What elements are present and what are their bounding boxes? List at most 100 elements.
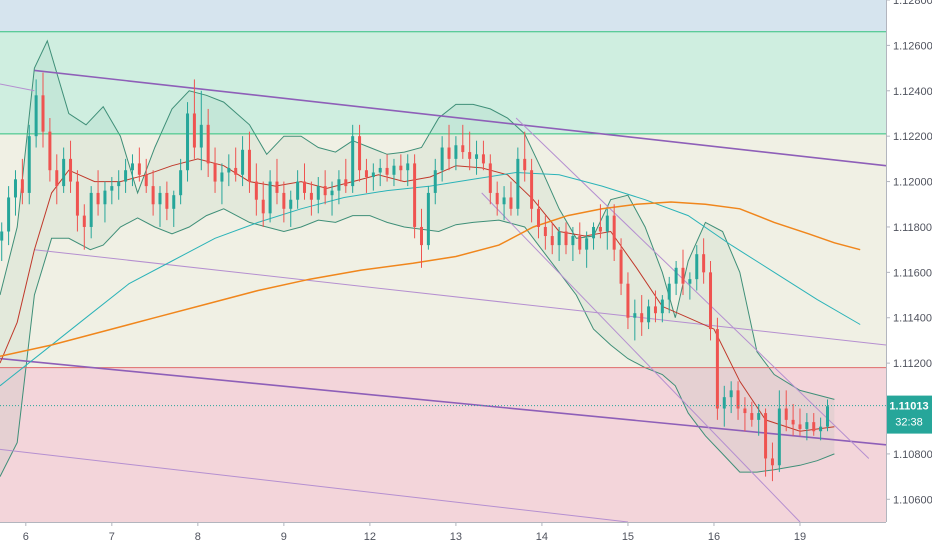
date-tick-label: 15 bbox=[622, 531, 634, 543]
candle bbox=[344, 158, 348, 193]
candle-body bbox=[812, 422, 816, 432]
candle bbox=[406, 154, 410, 187]
candle-body bbox=[440, 147, 444, 171]
candle-body bbox=[667, 283, 671, 300]
candle bbox=[378, 158, 382, 187]
candle-body bbox=[254, 181, 258, 200]
time-axis[interactable]: 6 7 8 9 12 13 14 15 16 19 bbox=[23, 522, 806, 543]
candle-body bbox=[13, 179, 17, 198]
candle-body bbox=[364, 170, 368, 178]
candle-body bbox=[709, 272, 713, 330]
candle-body bbox=[296, 181, 300, 200]
candle bbox=[633, 299, 637, 341]
candle-body bbox=[633, 313, 637, 318]
candle bbox=[653, 290, 657, 323]
candle-body bbox=[488, 163, 492, 193]
candle bbox=[192, 79, 196, 159]
candle-body bbox=[220, 172, 224, 182]
candles-layer bbox=[0, 72, 830, 482]
candle-body bbox=[736, 390, 740, 409]
candle-body bbox=[96, 192, 100, 205]
candle-body bbox=[192, 113, 196, 148]
candle bbox=[110, 177, 114, 205]
candle bbox=[516, 147, 520, 216]
date-tick-label: 8 bbox=[195, 531, 201, 543]
candle bbox=[158, 186, 162, 227]
date-tick-label: 13 bbox=[450, 531, 462, 543]
price-tick-label: 1.11400 bbox=[893, 313, 932, 325]
candle bbox=[509, 181, 513, 216]
candle bbox=[206, 108, 210, 178]
candle-body bbox=[275, 181, 279, 193]
price-badge: 1.11013 32:38 bbox=[887, 395, 932, 434]
candle bbox=[647, 299, 651, 330]
candle bbox=[764, 408, 768, 477]
candle bbox=[729, 381, 733, 414]
candle-body bbox=[378, 167, 382, 173]
date-tick-label: 14 bbox=[536, 531, 548, 543]
moving-average-line-2 bbox=[0, 201, 861, 358]
price-tick-label: 1.10800 bbox=[893, 449, 932, 461]
candle-body bbox=[261, 199, 265, 214]
candle-body bbox=[475, 154, 479, 159]
candle-body bbox=[247, 149, 251, 182]
candle bbox=[695, 245, 699, 291]
candle-body bbox=[819, 426, 823, 432]
candle-body bbox=[502, 197, 506, 205]
candle-body bbox=[626, 283, 630, 318]
candle bbox=[468, 131, 472, 171]
candle bbox=[330, 181, 334, 216]
candle bbox=[358, 124, 362, 182]
candle bbox=[578, 222, 582, 255]
bollinger-upper-line bbox=[0, 39, 835, 400]
candle-body bbox=[158, 192, 162, 205]
candle bbox=[13, 170, 17, 216]
candle-body bbox=[681, 267, 685, 284]
price-badge-value: 1.11013 bbox=[889, 401, 928, 413]
candle-body bbox=[124, 170, 128, 182]
candle-body bbox=[530, 170, 534, 209]
candle bbox=[371, 163, 375, 191]
candle-body bbox=[137, 163, 141, 175]
candle-body bbox=[234, 167, 238, 175]
candle-body bbox=[419, 226, 423, 246]
candle bbox=[777, 390, 781, 473]
candle bbox=[550, 222, 554, 255]
candle-body bbox=[351, 136, 355, 187]
candle-body bbox=[103, 190, 107, 205]
candle-body bbox=[585, 238, 589, 250]
candle bbox=[585, 231, 589, 268]
candle-body bbox=[413, 163, 417, 227]
candle bbox=[48, 118, 52, 182]
candle-body bbox=[399, 165, 403, 171]
candle-body bbox=[62, 158, 66, 187]
candle-body bbox=[791, 419, 795, 425]
price-tick-label: 1.12400 bbox=[893, 86, 932, 98]
candle bbox=[702, 238, 706, 284]
candle-body bbox=[770, 458, 774, 466]
candle bbox=[186, 102, 190, 182]
candle bbox=[605, 208, 609, 250]
candle-body bbox=[151, 186, 155, 205]
candle bbox=[199, 90, 203, 171]
moving-average-line-0 bbox=[0, 158, 835, 432]
candle bbox=[323, 170, 327, 205]
candle-body bbox=[206, 124, 210, 164]
price-tick-label: 1.12200 bbox=[893, 131, 932, 143]
candle bbox=[124, 158, 128, 193]
candle-body bbox=[213, 163, 217, 182]
candle bbox=[791, 403, 795, 436]
candle-body bbox=[509, 197, 513, 209]
candle-body bbox=[784, 408, 788, 420]
candle-body bbox=[69, 158, 73, 182]
bollinger-lower-line bbox=[0, 208, 835, 477]
candle-body bbox=[392, 165, 396, 175]
candle bbox=[495, 181, 499, 216]
candle bbox=[55, 154, 59, 205]
date-tick-label: 19 bbox=[794, 531, 806, 543]
zone-band-0 bbox=[0, 0, 886, 32]
candle-body bbox=[468, 152, 472, 159]
candle bbox=[688, 272, 692, 300]
candle bbox=[475, 140, 479, 175]
